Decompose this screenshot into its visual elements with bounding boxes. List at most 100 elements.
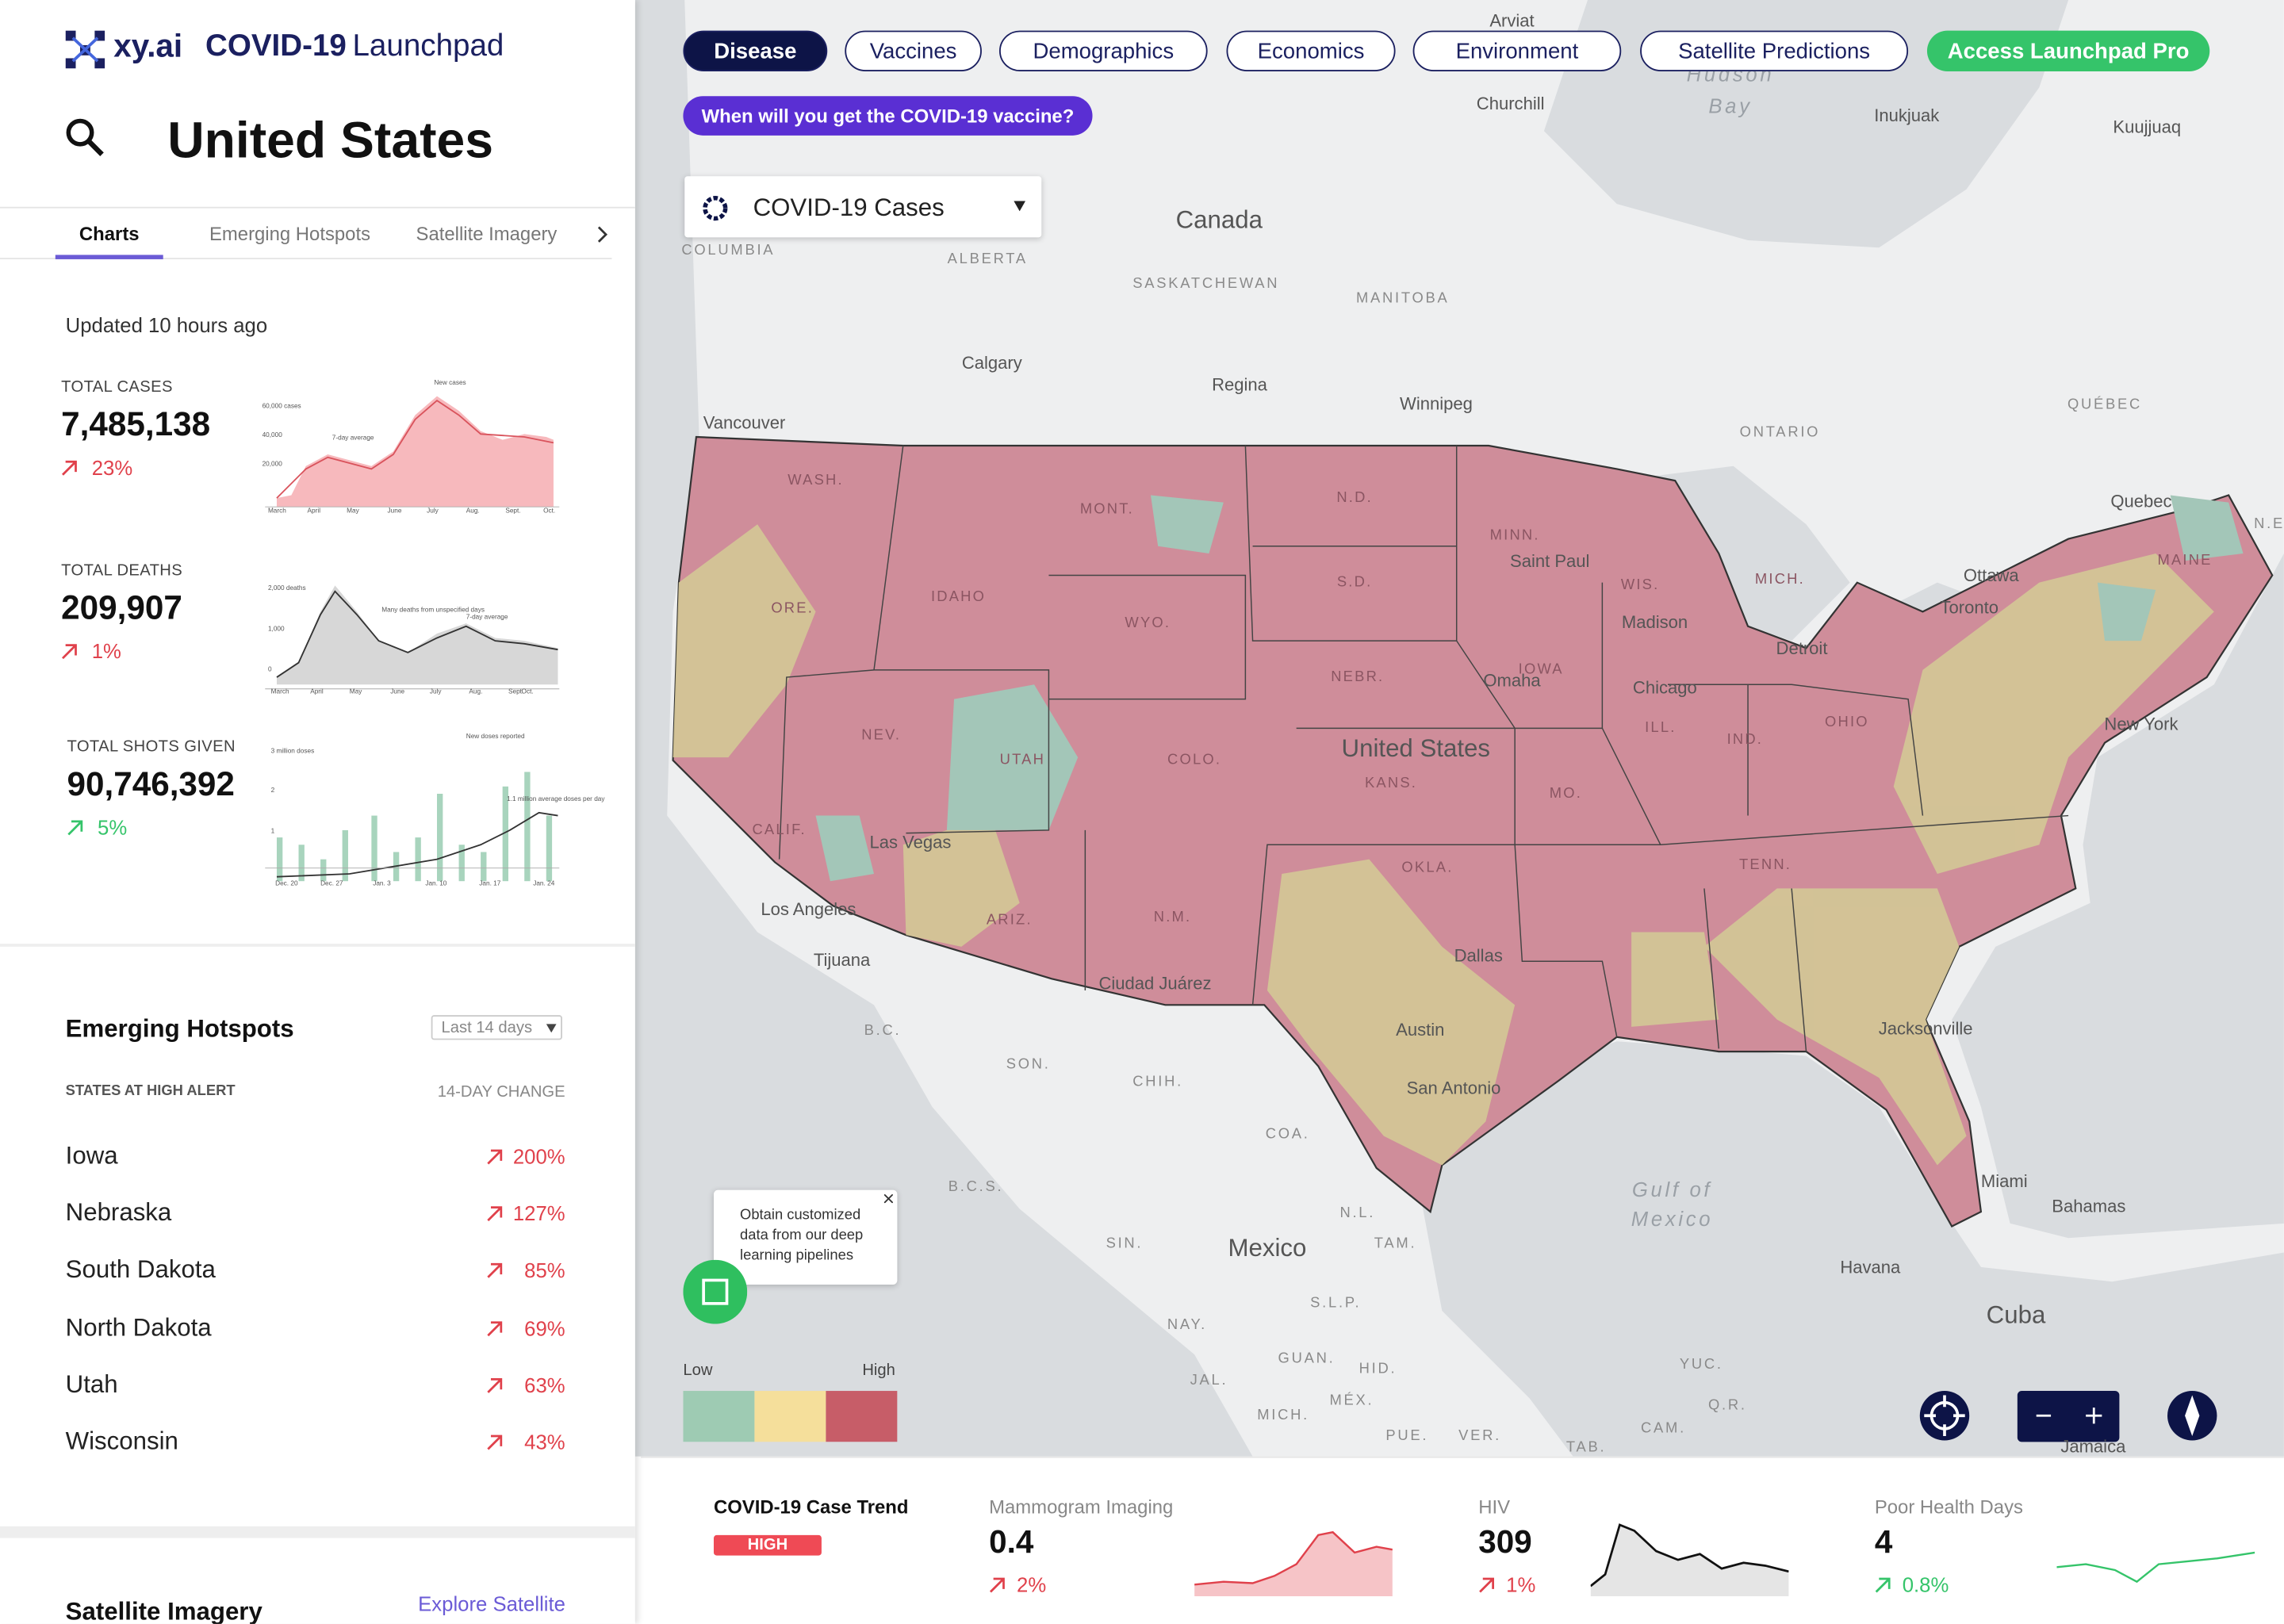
- state-name: Iowa: [65, 1141, 118, 1170]
- metric-change: 1%: [1506, 1572, 1536, 1597]
- tab-next[interactable]: [596, 226, 609, 243]
- mini-label: 1.1 million average doses per day: [507, 795, 605, 802]
- map-label: Saint Paul: [1510, 551, 1589, 571]
- trend-arrow: [487, 1320, 503, 1336]
- legend-high: High: [862, 1362, 895, 1380]
- tooltip-text: Obtain customized data from our deep lea…: [740, 1207, 864, 1265]
- state-change: 69%: [524, 1316, 565, 1340]
- metric-change: 2%: [1017, 1572, 1047, 1597]
- zoom-in[interactable]: [2086, 1408, 2102, 1424]
- state-name: Nebraska: [65, 1198, 172, 1227]
- map-label: MONT.: [1080, 500, 1134, 517]
- map-label: ILL.: [1645, 718, 1676, 735]
- pro-button[interactable]: Access Launchpad Pro: [1926, 30, 2210, 71]
- period-filter[interactable]: Last 14 days: [431, 1015, 562, 1040]
- map-label: COA.: [1266, 1125, 1310, 1142]
- mini-label: May: [347, 508, 359, 515]
- nav-pill[interactable]: Environment: [1412, 30, 1622, 71]
- map-label: N.M.: [1154, 908, 1192, 925]
- divider: [0, 206, 635, 209]
- map-label: Mexico: [1631, 1208, 1713, 1231]
- map-label: Detroit: [1776, 638, 1828, 658]
- locate-icon: [1924, 1395, 1965, 1436]
- state-change: 63%: [524, 1373, 565, 1397]
- map-label: Cuba: [1987, 1301, 2046, 1329]
- map-label: QUÉBEC: [2067, 395, 2142, 412]
- map-label: Ottawa: [1964, 565, 2020, 585]
- tab[interactable]: Emerging Hotspots: [209, 223, 371, 245]
- satellite-title: Satellite Imagery: [65, 1597, 263, 1624]
- locate-button[interactable]: [1919, 1391, 1970, 1441]
- mini-label: Dec. 20: [275, 880, 298, 887]
- map-label: Los Angeles: [761, 899, 856, 919]
- atlantic: [1952, 553, 2284, 1239]
- map-label: N.L.: [1339, 1204, 1375, 1220]
- map-label: Havana: [1840, 1258, 1901, 1277]
- close-icon[interactable]: [883, 1194, 893, 1204]
- pacific: [634, 0, 1253, 1457]
- map-label: United States: [1342, 734, 1490, 762]
- map-label: OKLA.: [1401, 859, 1453, 875]
- custom-data-button[interactable]: [683, 1259, 748, 1324]
- map-label: NEV.: [861, 726, 901, 742]
- column-header: STATES AT HIGH ALERT: [65, 1083, 236, 1100]
- metric-name: Poor Health Days: [1874, 1496, 2023, 1518]
- map-label: N.D.: [1336, 488, 1373, 505]
- mini-label: Oct.: [522, 688, 534, 695]
- state-change: 127%: [512, 1201, 565, 1226]
- nav-pill[interactable]: Vaccines: [845, 30, 982, 71]
- brand: xy.ai: [113, 27, 183, 64]
- nav-pill[interactable]: Satellite Predictions: [1640, 30, 1909, 71]
- map[interactable]: Canada ALBERTA SASKATCHEWAN MANITOBA COLUMBI…: [634, 0, 2284, 1457]
- compass-icon: [2185, 1395, 2200, 1436]
- map-label: Chicago: [1633, 678, 1697, 698]
- metric-value: 309: [1478, 1523, 1532, 1561]
- great-lakes: [1616, 465, 1996, 642]
- trend-arrow-icon: [487, 1263, 503, 1279]
- stat-value: 90,746,392: [67, 764, 235, 803]
- trend-badge: HIGH: [713, 1534, 822, 1556]
- map-label: JAL.: [1190, 1371, 1228, 1388]
- mini-bar: [298, 845, 305, 882]
- trend-arrow: [62, 460, 77, 476]
- mini-bar: [320, 859, 327, 882]
- stat-label: TOTAL SHOTS GIVEN: [67, 738, 236, 756]
- stat-change: 1%: [91, 639, 121, 663]
- nav-pill[interactable]: Economics: [1226, 30, 1396, 71]
- map-label: SIN.: [1106, 1234, 1144, 1251]
- nav-pill[interactable]: Disease: [683, 30, 828, 71]
- map-label: IND.: [1727, 730, 1764, 747]
- map-label: Toronto: [1940, 598, 1998, 618]
- map-label: COLO.: [1167, 751, 1221, 768]
- mini-label: Sept.: [508, 688, 523, 695]
- mini-bar: [371, 815, 377, 882]
- map-label: Quebec: [2110, 491, 2171, 511]
- mini-bar: [415, 837, 421, 882]
- nav-pill[interactable]: Demographics: [998, 30, 1208, 71]
- vaccine-banner[interactable]: When will you get the COVID-19 vaccine?: [683, 96, 1093, 136]
- mini-label: Oct.: [543, 508, 555, 515]
- metric-name: HIV: [1478, 1496, 1511, 1518]
- bottom-bar: COVID-19 Case Trend HIGH Mammogram Imagi…: [641, 1456, 2284, 1624]
- mini-bar: [458, 845, 465, 882]
- trend-arrow-icon: [487, 1206, 503, 1222]
- satellite-link[interactable]: Explore Satellite: [418, 1591, 565, 1615]
- mini-bar: [546, 815, 553, 882]
- product-suffix: Launchpad: [352, 29, 504, 63]
- hotspot-row: Wisconsin 43%: [66, 1427, 565, 1462]
- map-label: COLUMBIA: [681, 241, 775, 258]
- map-label: PUE.: [1385, 1427, 1428, 1443]
- search-icon[interactable]: [64, 117, 105, 157]
- mini-label: Jan. 10: [425, 880, 446, 887]
- metric-value: 0.4: [989, 1523, 1034, 1561]
- tab[interactable]: Charts: [79, 223, 140, 245]
- map-label: Dallas: [1454, 946, 1503, 966]
- layer-dropdown[interactable]: COVID-19 Cases: [684, 176, 1042, 238]
- trend-arrow: [62, 644, 77, 660]
- hotspot-row: South Dakota 85%: [66, 1256, 565, 1291]
- hotspot-row: North Dakota 69%: [66, 1313, 565, 1348]
- tab[interactable]: Satellite Imagery: [416, 223, 558, 245]
- metric-change: 0.8%: [1902, 1572, 1949, 1597]
- map-label: MO.: [1550, 784, 1582, 801]
- map-label: Madison: [1622, 612, 1688, 632]
